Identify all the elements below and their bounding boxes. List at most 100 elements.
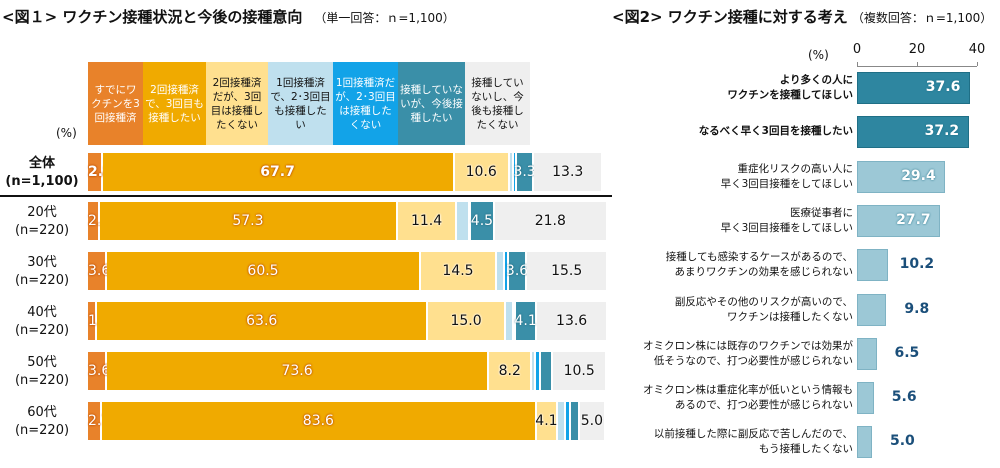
data-label: 10.6 bbox=[465, 164, 497, 180]
legend-header-4: 1回接種済で、2･3回目も接種したい bbox=[268, 62, 335, 145]
bar-segment: 1.8 bbox=[88, 302, 110, 340]
data-label: 57.3 bbox=[232, 213, 264, 229]
bar-segment bbox=[570, 402, 580, 440]
x-tick bbox=[857, 62, 858, 66]
legend-header-6: 接種していないが、今後接種したい bbox=[398, 62, 467, 145]
bar bbox=[857, 293, 887, 326]
bar-segment: 5.0 bbox=[579, 402, 606, 440]
bar-segment: 2.3 bbox=[88, 202, 110, 240]
x-tick bbox=[977, 62, 978, 66]
bar-segment: 3.3 bbox=[513, 153, 536, 191]
bar-segment bbox=[496, 252, 506, 290]
figure2-subtitle: （複数回答：ｎ=1,100） bbox=[851, 11, 993, 25]
x-tick-label: 20 bbox=[908, 42, 926, 57]
data-label: 4.1 bbox=[514, 313, 537, 329]
category-label: 重症化リスクの高い人に 早く3回目接種をしてほしい bbox=[720, 162, 853, 190]
row-label: 全体 (n=1,100) bbox=[5, 156, 79, 189]
bar-segment: 4.5 bbox=[470, 202, 495, 240]
bar-segment: 15.0 bbox=[428, 302, 507, 340]
bar-segment: 67.7 bbox=[102, 153, 455, 191]
bar-segment: 11.4 bbox=[397, 202, 458, 240]
bar-segment bbox=[513, 153, 517, 191]
bar-segment: 63.6 bbox=[97, 302, 429, 340]
category-label: なるべく早く3回目を接種したい bbox=[698, 125, 853, 138]
bar-segment: 10.6 bbox=[454, 153, 510, 191]
row-label: 30代 (n=220) bbox=[14, 255, 70, 288]
legend-header-1: すでにワクチンを3回接種済 bbox=[88, 62, 145, 145]
data-label: 13.6 bbox=[556, 313, 588, 329]
bar-segment: 83.6 bbox=[102, 402, 537, 440]
value-label: 27.7 bbox=[896, 211, 931, 228]
bar bbox=[857, 72, 970, 104]
value-label: 5.0 bbox=[890, 433, 915, 450]
bar-segment bbox=[536, 352, 542, 390]
bar-segment: 13.6 bbox=[537, 302, 608, 340]
bar-segment: 21.8 bbox=[494, 202, 608, 240]
data-label: 15.0 bbox=[450, 313, 482, 329]
category-label: オミクロン株には既存のワクチンでは効果が 低そうなので、打つ必要性が感じられない bbox=[643, 339, 853, 367]
data-label: 4.1 bbox=[535, 413, 558, 429]
value-label: 29.4 bbox=[901, 167, 936, 184]
value-label: 5.6 bbox=[891, 389, 917, 406]
category-label: オミクロン株は重症化率が低いという情報も あるので、打つ必要性が感じられない bbox=[643, 384, 853, 412]
bar-segment: 15.5 bbox=[527, 252, 608, 290]
data-label: 21.8 bbox=[534, 213, 566, 229]
bar bbox=[857, 426, 872, 459]
bar-segment: 2.7 bbox=[88, 402, 110, 440]
data-label: 73.6 bbox=[281, 363, 313, 379]
legend-header-3: 2回接種済だが、3回目は接種したくない bbox=[206, 62, 270, 145]
bar-segment bbox=[506, 302, 514, 340]
value-label: 10.2 bbox=[899, 256, 935, 273]
data-label: 15.5 bbox=[551, 263, 583, 279]
bar bbox=[857, 204, 941, 237]
bar-segment: 2.8 bbox=[88, 153, 113, 191]
bar-segment: 10.5 bbox=[552, 352, 608, 390]
legend-header-2: 2回接種済で、3回目も接種したい bbox=[143, 62, 208, 145]
data-label: 83.6 bbox=[302, 413, 334, 429]
value-label: 9.8 bbox=[904, 300, 930, 317]
bar-segment: 3.6 bbox=[88, 252, 111, 290]
data-label: 3.6 bbox=[88, 263, 111, 279]
bar-segment bbox=[566, 402, 571, 440]
bar bbox=[857, 382, 874, 415]
bar-segment bbox=[513, 302, 516, 340]
data-label: 60.5 bbox=[247, 263, 279, 279]
bar-segment: 8.2 bbox=[489, 352, 533, 390]
category-label: より多くの人に ワクチンを接種してほしい bbox=[727, 74, 853, 101]
bar-segment: 4.1 bbox=[535, 402, 559, 440]
x-tick-label: 0 bbox=[852, 42, 862, 57]
bar-segment: 3.6 bbox=[88, 352, 110, 390]
data-label: 10.5 bbox=[563, 363, 595, 379]
data-label: 4.5 bbox=[470, 213, 494, 229]
value-label: 6.5 bbox=[894, 344, 920, 361]
data-label: 8.2 bbox=[498, 363, 521, 379]
bar-segment: 60.5 bbox=[106, 252, 422, 290]
bar-segment: 57.3 bbox=[99, 202, 398, 240]
category-label: 接種しても感染するケースがあるので、 あまりワクチンの効果を感じられない bbox=[665, 251, 853, 279]
row-label: 50代 (n=220) bbox=[14, 355, 70, 388]
bar bbox=[857, 337, 877, 370]
data-label: 63.6 bbox=[246, 313, 278, 329]
data-label: 3.3 bbox=[513, 164, 536, 180]
x-axis-line bbox=[857, 66, 977, 67]
data-label: 14.5 bbox=[442, 263, 474, 279]
figure1-title: <図１> ワクチン接種状況と今後の接種意向 （単一回答：ｎ=1,100） bbox=[2, 6, 455, 27]
category-label: 以前接種した際に副反応で苦しんだので、 もう接種したくない bbox=[653, 428, 853, 456]
figure2-unit: (%) bbox=[808, 48, 829, 62]
bar-segment bbox=[541, 352, 553, 390]
category-label: 医療従事者に 早く3回目接種をしてほしい bbox=[720, 206, 853, 234]
bar-segment: 14.5 bbox=[421, 252, 497, 290]
x-tick bbox=[917, 62, 918, 66]
bar-segment: 3.6 bbox=[506, 252, 528, 290]
category-label: 副反応やその他のリスクが高いので、 ワクチンは接種したくない bbox=[674, 295, 853, 323]
row-label: 60代 (n=220) bbox=[14, 405, 70, 438]
bar-segment bbox=[505, 252, 509, 290]
x-tick-label: 40 bbox=[968, 42, 986, 57]
row-label: 20代 (n=220) bbox=[14, 205, 70, 238]
value-label: 37.6 bbox=[925, 79, 961, 95]
figure2-title: <図2> ワクチン接種に対する考え （複数回答：ｎ=1,100） bbox=[612, 6, 992, 27]
row-label: 40代 (n=220) bbox=[14, 305, 70, 338]
figure1-title-text: <図１> ワクチン接種状況と今後の接種意向 bbox=[2, 8, 303, 26]
bar bbox=[857, 249, 888, 282]
bar-segment bbox=[470, 202, 473, 240]
